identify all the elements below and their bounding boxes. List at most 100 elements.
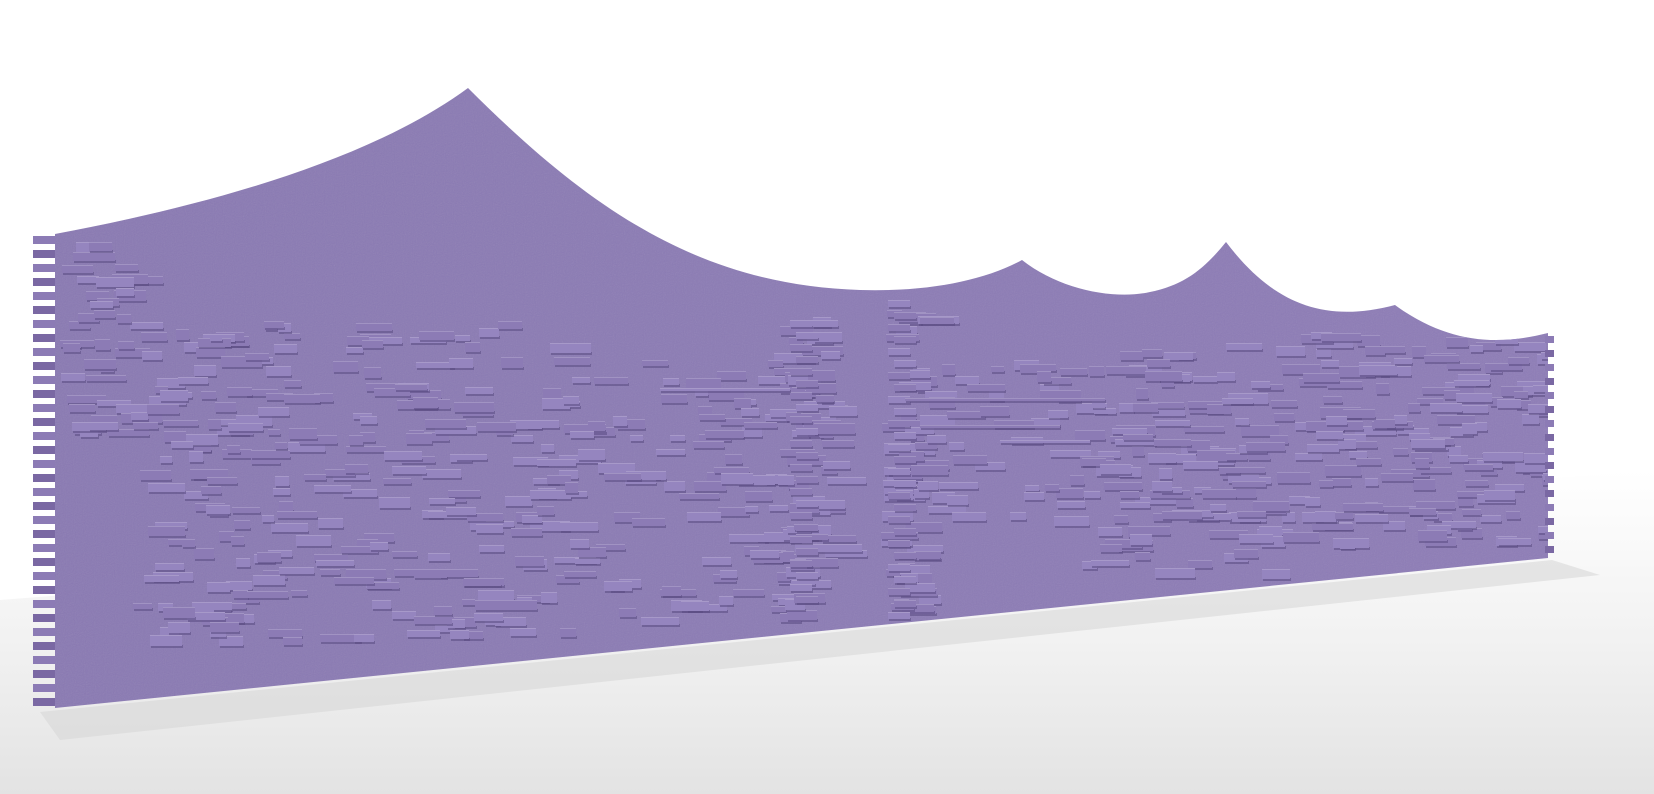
edge-tooth	[33, 250, 55, 258]
relief-block	[1120, 351, 1144, 362]
relief-block	[575, 558, 601, 566]
relief-block	[796, 404, 819, 413]
relief-block	[392, 466, 427, 476]
relief-block	[721, 473, 754, 486]
relief-block	[406, 433, 433, 446]
relief-block	[251, 450, 291, 460]
relief-block	[745, 506, 759, 514]
relief-block	[894, 576, 917, 585]
relief-block	[1338, 439, 1357, 451]
edge-tooth	[1545, 490, 1554, 497]
relief-block	[1538, 526, 1548, 535]
relief-block	[187, 612, 226, 622]
relief-block	[1319, 480, 1334, 489]
relief-block	[1321, 360, 1340, 369]
relief-block	[147, 404, 180, 416]
relief-block	[1376, 383, 1390, 396]
relief-block	[1454, 380, 1490, 388]
relief-block	[1409, 508, 1437, 517]
relief-block	[1462, 423, 1478, 436]
relief-block	[77, 276, 100, 285]
relief-block	[547, 475, 572, 486]
relief-block	[1408, 403, 1421, 414]
relief-block	[814, 332, 843, 344]
relief-block	[1076, 403, 1108, 415]
relief-block	[771, 606, 789, 614]
relief-block	[284, 333, 301, 341]
relief-block	[428, 553, 451, 563]
relief-block	[434, 606, 453, 617]
relief-block	[1136, 388, 1149, 401]
edge-tooth	[1545, 448, 1554, 455]
relief-block	[1303, 373, 1340, 384]
relief-block	[271, 523, 309, 534]
relief-block	[1447, 363, 1481, 371]
relief-block	[560, 628, 577, 639]
relief-block	[790, 512, 813, 521]
relief-block	[1321, 333, 1362, 343]
relief-block	[505, 496, 533, 508]
relief-block	[745, 491, 773, 503]
relief-block	[778, 475, 795, 487]
relief-block	[383, 478, 412, 486]
relief-block	[89, 422, 119, 432]
relief-block	[1326, 416, 1348, 427]
relief-block	[796, 332, 819, 341]
relief-block	[455, 335, 471, 343]
relief-block	[447, 619, 466, 630]
relief-block	[918, 551, 941, 561]
relief-block	[86, 375, 127, 383]
relief-block	[94, 310, 116, 320]
wall-right-edge-teeth	[1545, 336, 1554, 553]
edge-tooth	[33, 474, 55, 482]
relief-block	[797, 320, 839, 329]
relief-block	[1025, 485, 1040, 493]
edge-tooth	[33, 404, 55, 412]
relief-block	[952, 512, 987, 523]
relief-block	[641, 617, 680, 627]
relief-block	[790, 488, 813, 497]
relief-block	[541, 444, 555, 454]
relief-block	[596, 544, 626, 552]
relief-block	[372, 600, 392, 611]
relief-block	[949, 442, 965, 452]
relief-block	[291, 590, 308, 598]
relief-block	[231, 536, 245, 547]
relief-block	[1415, 458, 1430, 470]
relief-block	[296, 535, 332, 548]
relief-block	[419, 331, 455, 342]
relief-block	[1457, 491, 1493, 499]
edge-tooth	[1545, 476, 1554, 483]
edge-tooth	[1545, 364, 1554, 371]
relief-block	[160, 390, 189, 403]
relief-block	[1056, 488, 1084, 500]
relief-block	[1437, 415, 1476, 426]
relief-block	[73, 252, 116, 263]
relief-block	[1442, 521, 1477, 530]
relief-block	[578, 449, 606, 462]
relief-block	[208, 419, 222, 431]
relief-block	[384, 451, 423, 462]
relief-block	[1060, 368, 1088, 377]
relief-block	[702, 557, 732, 567]
relief-block	[888, 420, 911, 429]
relief-block	[277, 511, 318, 520]
relief-block	[1164, 352, 1194, 362]
relief-block	[806, 558, 839, 569]
relief-block	[630, 435, 644, 443]
relief-block	[1037, 371, 1052, 384]
relief-block	[537, 459, 577, 468]
relief-block	[176, 329, 190, 342]
relief-block	[632, 518, 666, 528]
relief-block	[1394, 415, 1408, 426]
relief-block	[1010, 512, 1027, 522]
relief-block	[928, 506, 967, 515]
relief-block	[63, 343, 81, 354]
relief-block	[133, 603, 153, 611]
relief-block	[614, 512, 641, 524]
relief-block	[1413, 479, 1436, 492]
relief-block	[479, 545, 505, 554]
relief-block	[1210, 504, 1227, 513]
relief-block	[796, 548, 819, 557]
